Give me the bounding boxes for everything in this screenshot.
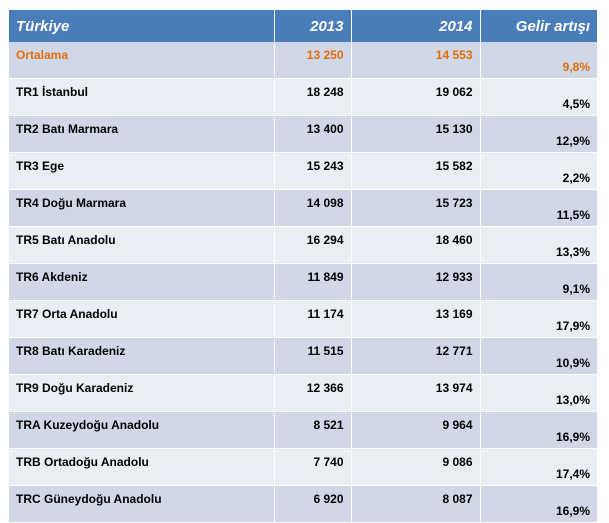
table-row: TR2 Batı Marmara 13 400 15 130 12,9% — [9, 115, 597, 153]
row-growth: 13,0% — [480, 374, 597, 412]
row-growth: 4,5% — [480, 78, 597, 116]
table-row: TR6 Akdeniz 11 849 12 933 9,1% — [9, 263, 597, 301]
row-name: TR5 Batı Anadolu — [9, 226, 275, 264]
header-year-2014: 2014 — [351, 10, 481, 42]
income-table: Türkiye 2013 2014 Gelir artışı Ortalama … — [9, 10, 597, 523]
row-growth: 16,9% — [480, 485, 597, 523]
row-name: TR2 Batı Marmara — [9, 115, 275, 153]
row-name: TR4 Doğu Marmara — [9, 189, 275, 227]
row-2013: 11 515 — [274, 337, 352, 375]
row-2013: 13 400 — [274, 115, 352, 153]
table-header-row: Türkiye 2013 2014 Gelir artışı — [9, 10, 597, 42]
row-name: TR7 Orta Anadolu — [9, 300, 275, 338]
row-growth: 9,1% — [480, 263, 597, 301]
row-name: TR8 Batı Karadeniz — [9, 337, 275, 375]
row-2014: 15 723 — [351, 189, 481, 227]
row-2014: 9 964 — [351, 411, 481, 449]
row-2014: 18 460 — [351, 226, 481, 264]
table-row: TR4 Doğu Marmara 14 098 15 723 11,5% — [9, 189, 597, 227]
average-name: Ortalama — [9, 42, 275, 79]
row-2014: 9 086 — [351, 448, 481, 486]
row-2013: 14 098 — [274, 189, 352, 227]
row-2013: 7 740 — [274, 448, 352, 486]
row-2013: 11 849 — [274, 263, 352, 301]
table-row: TR8 Batı Karadeniz 11 515 12 771 10,9% — [9, 337, 597, 375]
average-row: Ortalama 13 250 14 553 9,8% — [9, 42, 597, 79]
row-2013: 12 366 — [274, 374, 352, 412]
header-year-2013: 2013 — [274, 10, 352, 42]
row-name: TRB Ortadoğu Anadolu — [9, 448, 275, 486]
row-name: TRC Güneydoğu Anadolu — [9, 485, 275, 523]
row-2014: 12 771 — [351, 337, 481, 375]
row-2014: 13 974 — [351, 374, 481, 412]
row-growth: 12,9% — [480, 115, 597, 153]
table-row: TRB Ortadoğu Anadolu 7 740 9 086 17,4% — [9, 448, 597, 486]
table-row: TR9 Doğu Karadeniz 12 366 13 974 13,0% — [9, 374, 597, 412]
table-row: TR1 İstanbul 18 248 19 062 4,5% — [9, 78, 597, 116]
income-table-container: Türkiye 2013 2014 Gelir artışı Ortalama … — [9, 10, 597, 523]
row-2013: 16 294 — [274, 226, 352, 264]
row-name: TR9 Doğu Karadeniz — [9, 374, 275, 412]
row-2013: 18 248 — [274, 78, 352, 116]
row-2013: 6 920 — [274, 485, 352, 523]
row-growth: 11,5% — [480, 189, 597, 227]
row-2013: 15 243 — [274, 152, 352, 190]
table-row: TR5 Batı Anadolu 16 294 18 460 13,3% — [9, 226, 597, 264]
row-2014: 8 087 — [351, 485, 481, 523]
row-2014: 19 062 — [351, 78, 481, 116]
header-region: Türkiye — [9, 10, 275, 42]
row-2014: 15 582 — [351, 152, 481, 190]
table-row: TRC Güneydoğu Anadolu 6 920 8 087 16,9% — [9, 485, 597, 523]
row-2014: 15 130 — [351, 115, 481, 153]
row-name: TR1 İstanbul — [9, 78, 275, 116]
row-name: TRA Kuzeydoğu Anadolu — [9, 411, 275, 449]
header-growth: Gelir artışı — [480, 10, 597, 42]
row-growth: 2,2% — [480, 152, 597, 190]
average-2014: 14 553 — [351, 42, 481, 79]
table-row: TR3 Ege 15 243 15 582 2,2% — [9, 152, 597, 190]
row-name: TR6 Akdeniz — [9, 263, 275, 301]
table-row: TRA Kuzeydoğu Anadolu 8 521 9 964 16,9% — [9, 411, 597, 449]
average-growth: 9,8% — [480, 42, 597, 79]
row-growth: 16,9% — [480, 411, 597, 449]
row-2013: 8 521 — [274, 411, 352, 449]
row-growth: 17,4% — [480, 448, 597, 486]
row-growth: 13,3% — [480, 226, 597, 264]
row-2014: 12 933 — [351, 263, 481, 301]
row-2014: 13 169 — [351, 300, 481, 338]
row-growth: 10,9% — [480, 337, 597, 375]
row-growth: 17,9% — [480, 300, 597, 338]
row-name: TR3 Ege — [9, 152, 275, 190]
row-2013: 11 174 — [274, 300, 352, 338]
average-2013: 13 250 — [274, 42, 352, 79]
table-row: TR7 Orta Anadolu 11 174 13 169 17,9% — [9, 300, 597, 338]
